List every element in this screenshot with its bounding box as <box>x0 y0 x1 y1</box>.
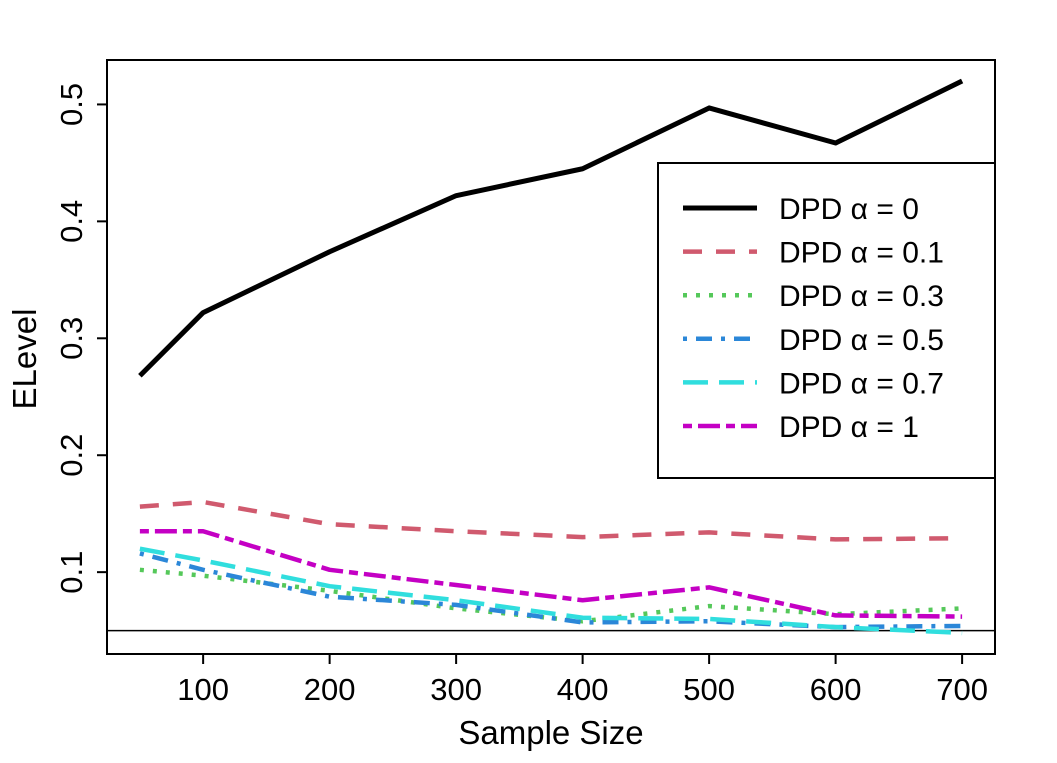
series-line-0 <box>138 78 964 378</box>
legend-entry-label-2: DPD α = 0.3 <box>779 280 944 313</box>
series-line-2 <box>139 567 963 624</box>
x-tick-label: 500 <box>683 672 735 707</box>
series-line-1 <box>139 499 963 542</box>
legend-entry-label-0: DPD α = 0 <box>779 193 919 226</box>
y-tick-label: 0.2 <box>54 434 89 477</box>
x-tick-label: 400 <box>557 672 609 707</box>
legend-entry-label-3: DPD α = 0.5 <box>779 324 944 357</box>
x-tick-label: 200 <box>304 672 356 707</box>
x-tick-label: 700 <box>936 672 988 707</box>
legend-entry-label-5: DPD α = 1 <box>779 411 919 444</box>
legend-entry-label-1: DPD α = 0.1 <box>779 237 944 270</box>
series-line-4 <box>139 546 963 636</box>
x-tick-label: 100 <box>177 672 229 707</box>
y-tick-label: 0.4 <box>54 200 89 243</box>
y-tick-label: 0.1 <box>54 551 89 594</box>
x-tick-label: 600 <box>810 672 862 707</box>
y-tick-label: 0.3 <box>54 317 89 360</box>
y-axis-title: ELevel <box>6 309 43 410</box>
legend-entry-label-4: DPD α = 0.7 <box>779 367 944 400</box>
x-tick-label: 300 <box>430 672 482 707</box>
y-tick-label: 0.5 <box>54 83 89 126</box>
x-axis-title: Sample Size <box>458 714 643 751</box>
